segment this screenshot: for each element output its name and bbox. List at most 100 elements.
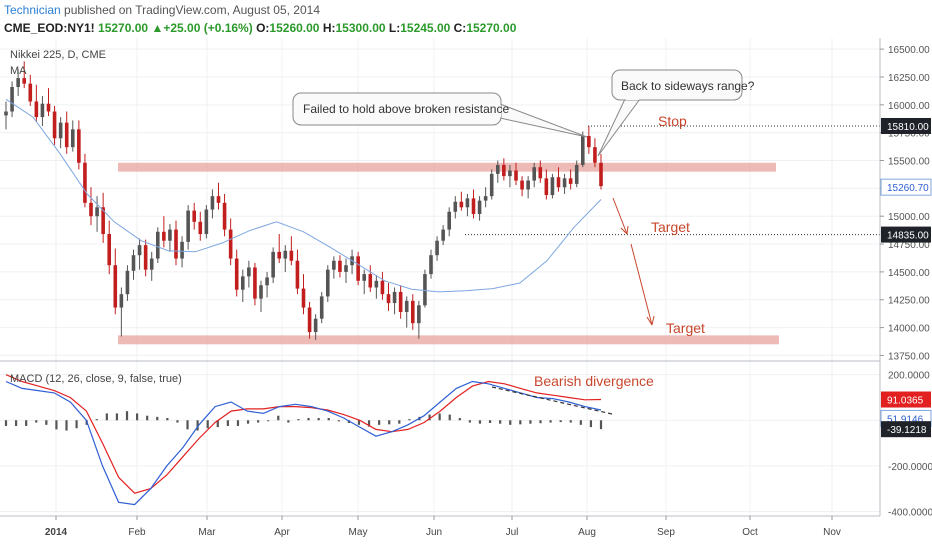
histogram-bar [246, 420, 250, 424]
histogram-bar [499, 420, 502, 424]
candle-body [234, 258, 239, 290]
candle-body [198, 221, 203, 235]
candle-body [380, 280, 385, 295]
histogram-bar [458, 417, 461, 421]
histogram-bar [408, 419, 411, 421]
histogram-bar [448, 414, 451, 421]
author-link[interactable]: Technician [4, 3, 61, 17]
candle-body [180, 241, 184, 259]
time-tick-label: Jun [426, 527, 442, 538]
candle-body [556, 177, 561, 188]
candle-body [253, 267, 257, 299]
histogram-bar [347, 420, 350, 423]
candle-body [119, 294, 124, 308]
chart-canvas[interactable]: Nikkei 225, D, CME MA MACD (12, 26, clos… [0, 38, 932, 550]
histogram-bar [186, 420, 189, 430]
target-annotation-2: Target [666, 320, 705, 336]
time-tick-label: Feb [128, 527, 146, 538]
candle-body [544, 178, 549, 196]
callout-failed-text: Failed to hold above broken resistance [303, 102, 509, 116]
price-tick-label: 16500.00 [888, 45, 930, 56]
ohlc-low: 15245.00 [400, 21, 451, 35]
histogram-bar [35, 420, 38, 423]
candle-body [495, 164, 500, 174]
candle-body [338, 260, 342, 272]
candle-body [489, 173, 494, 197]
candle-body [143, 245, 148, 270]
candle-body [580, 136, 585, 165]
time-tick-label: Aug [578, 527, 596, 538]
range-zones [118, 162, 779, 345]
price-pane-title: Nikkei 225, D, CME [10, 49, 106, 61]
candle-body [155, 231, 160, 259]
ohlc-high: 15300.00 [335, 21, 386, 35]
candlesticks [4, 61, 603, 340]
histogram-bar [105, 413, 108, 421]
candle-body [599, 162, 603, 187]
axis-value-text: 15260.70 [887, 183, 929, 194]
histogram-bar [146, 415, 149, 421]
candle-body [410, 300, 415, 324]
candle-body [568, 178, 573, 184]
candle-body [34, 101, 39, 118]
time-tick-label: Mar [198, 527, 216, 538]
axis-value-badge [881, 391, 931, 408]
histogram-bar [509, 420, 512, 425]
histogram-bar [125, 411, 129, 421]
histogram-bar [136, 413, 139, 421]
candle-body [526, 180, 530, 190]
range-zone [118, 162, 776, 172]
candle-body [404, 300, 409, 312]
candle-body [70, 129, 75, 148]
price-tick-label: 14000.00 [888, 324, 930, 335]
macd-tick-label: -400.0000 [888, 507, 932, 518]
time-tick-label: Oct [742, 527, 758, 538]
candle-body [465, 198, 470, 208]
candle-body [125, 270, 130, 295]
candle-body [356, 256, 360, 281]
candle-body [228, 229, 233, 259]
candle-body [313, 318, 318, 333]
candle-body [52, 111, 57, 139]
candle-body [398, 291, 403, 312]
histogram-bar [25, 420, 28, 426]
price-tick-label: 15000.00 [888, 212, 930, 223]
candle-body [417, 305, 421, 324]
histogram-bar [55, 420, 58, 430]
axis-value-text: 15810.00 [887, 122, 929, 133]
histogram-bar [226, 420, 229, 426]
candle-body [16, 78, 20, 88]
candle-body [574, 164, 579, 184]
price-tick-label: 14500.00 [888, 268, 930, 279]
histogram-bar [236, 420, 240, 426]
candle-body [95, 207, 99, 217]
axis-value-badge [881, 226, 931, 243]
ohlc-open: 15260.00 [269, 21, 320, 35]
candle-body [520, 180, 524, 190]
candle-body [40, 103, 45, 118]
axis-value-badge [881, 117, 931, 134]
histogram-bar [4, 420, 8, 426]
candle-body [83, 162, 87, 203]
candle-body [174, 229, 178, 259]
axis-value-badge [881, 421, 931, 438]
histogram-bar [65, 420, 68, 431]
time-tick-label: 2014 [45, 527, 68, 538]
candle-body [429, 255, 433, 275]
candle-body [131, 255, 136, 271]
axis-value-text: -39.1218 [887, 425, 927, 436]
price-tick-label: 15500.00 [888, 157, 930, 168]
time-axis[interactable]: 2014 Feb Mar Apr May Jun Jul Aug Sep Oct Nov [45, 516, 841, 538]
candle-body [277, 251, 282, 259]
histogram-bar [367, 420, 371, 427]
candle-body [392, 291, 397, 304]
histogram-bar [307, 417, 310, 421]
candle-body [423, 274, 427, 306]
publish-info: published on TradingView.com, August 05,… [60, 3, 320, 17]
candle-body [435, 240, 439, 256]
target-arrow-1 [612, 197, 628, 235]
axis-value-badge [880, 178, 932, 196]
candle-body [459, 201, 464, 208]
candle-body [319, 296, 324, 319]
change-arrow-icon: ▲ [151, 21, 164, 35]
